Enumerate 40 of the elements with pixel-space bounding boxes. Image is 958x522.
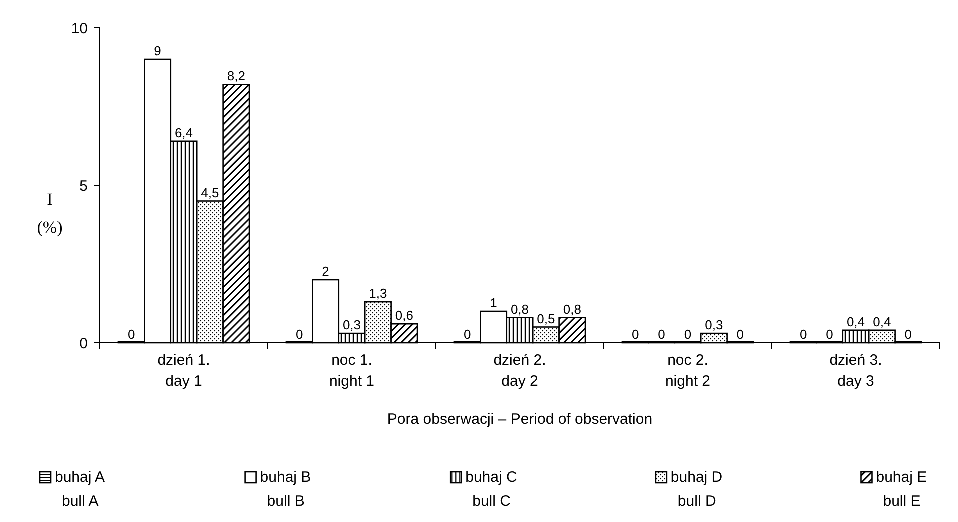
data-label: 0,8 [510,302,530,317]
data-label: 0,5 [537,311,556,326]
data-label: 0 [684,327,692,342]
data-label: 4,5 [201,185,220,200]
x-tick-label: noc 1. night 1 [329,352,375,390]
data-label: 0,6 [395,308,414,324]
data-label: 9 [154,44,162,58]
data-label: 0 [128,327,136,342]
legend-label: buhaj A bull A [55,469,106,510]
data-label: 8,2 [227,68,246,84]
legend-label: buhaj B bull B [260,469,312,510]
x-tick-label: dzień 3. day 3 [830,352,882,390]
data-label: 1,3 [369,286,388,302]
data-label: 0 [736,327,744,342]
legend-label: buhaj D bull D [670,469,723,510]
y-axis-title: I (%) [37,190,63,237]
data-label: 1 [490,296,498,310]
data-label: 6,4 [174,125,194,140]
data-label: 0,3 [705,318,724,333]
data-label: 0 [632,327,640,342]
data-label: 0,8 [563,302,582,317]
data-label: 0 [904,327,912,342]
data-label: 0,4 [873,314,892,330]
y-tick-label: 5 [80,178,88,195]
data-label: 0,4 [846,314,866,330]
data-label: 0,3 [342,318,362,333]
y-tick-label: 10 [71,20,88,38]
x-tick-label: dzień 2. day 2 [494,352,546,390]
data-label: 0 [464,327,472,342]
data-label: 0 [658,327,666,342]
x-axis-title: Pora obserwacji – Period of observation [387,411,653,428]
x-tick-label: dzień 1. day 1 [158,352,210,390]
y-tick-label: 0 [80,335,88,352]
data-label: 0 [826,327,834,342]
legend-label: buhaj C bull C [466,469,518,510]
data-label: 0 [800,327,808,342]
data-label: 2 [322,264,330,279]
x-tick-label: noc 2. night 2 [665,352,711,390]
legend-label: buhaj E bull E [876,469,928,510]
data-label: 0 [296,327,304,342]
